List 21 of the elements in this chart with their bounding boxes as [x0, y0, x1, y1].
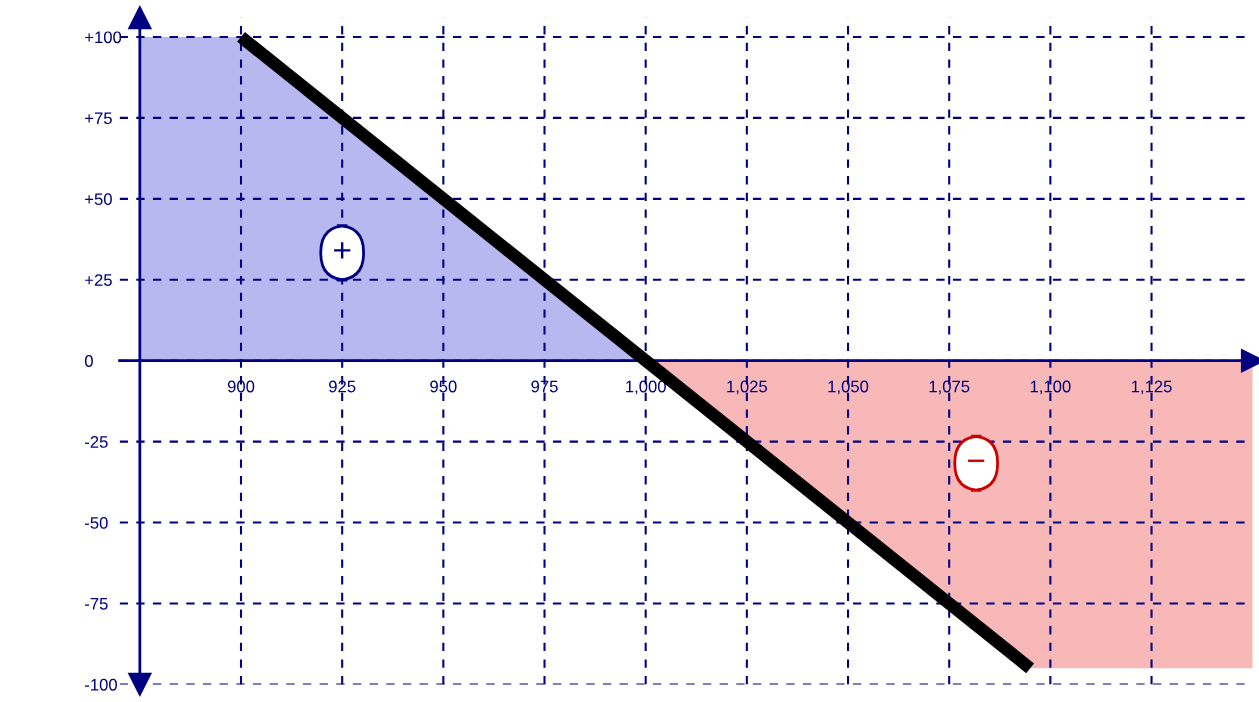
x-tick-label: 1,100 — [1030, 380, 1071, 395]
annotation: − — [968, 459, 985, 462]
x-tick-label: 1,050 — [828, 380, 869, 395]
y-tick-label: +75 — [85, 112, 112, 125]
y-tick-label: -100 — [85, 678, 117, 691]
y-tick-label: +25 — [85, 274, 112, 286]
x-tick-label: 975 — [531, 380, 558, 393]
y-tick-label: +100 — [85, 31, 122, 44]
x-tick-label: 1,125 — [1131, 380, 1172, 395]
x-tick-label: 900 — [227, 380, 255, 393]
y-tick-label: +50 — [85, 193, 112, 206]
x-tick-label: 950 — [430, 380, 457, 393]
y-tick-label: -25 — [85, 436, 108, 448]
x-tick-label: 1,075 — [929, 380, 970, 395]
y-tick-label: -50 — [85, 516, 108, 529]
x-tick-label: 1,025 — [727, 380, 768, 395]
annotation: + — [334, 242, 351, 259]
y-tick-label: -75 — [85, 598, 108, 610]
x-tick-label: 1,000 — [626, 380, 666, 395]
y-tick-label: 0 — [84, 355, 93, 367]
x-tick-label: 925 — [329, 380, 356, 393]
